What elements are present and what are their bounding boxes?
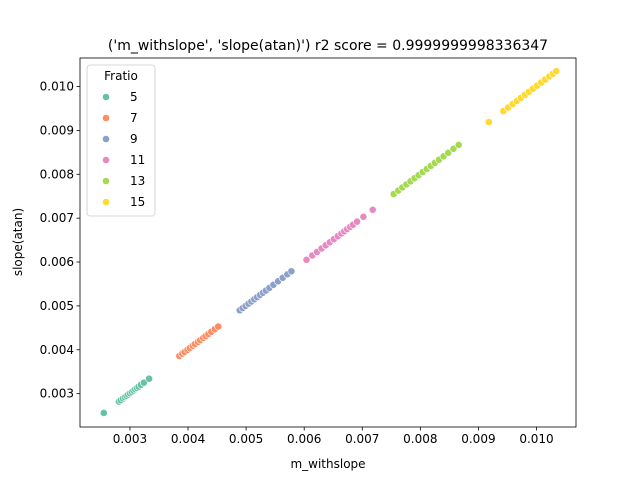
legend-marker [102, 135, 110, 143]
y-tick-label: 0.006 [40, 255, 74, 269]
legend-marker [102, 114, 110, 122]
x-tick-label: 0.006 [287, 432, 321, 446]
data-point [359, 212, 368, 221]
legend-items: 5 7 9 11 13 15 [102, 90, 145, 209]
data-point [353, 217, 361, 226]
legend-label: 13 [130, 174, 145, 188]
x-tick-label: 0.004 [171, 432, 205, 446]
x-tick-label: 0.010 [519, 432, 553, 446]
legend-title: Fratio [104, 69, 138, 83]
x-tick-label: 0.005 [229, 432, 263, 446]
y-tick-label: 0.010 [40, 80, 74, 94]
data-point [454, 140, 463, 149]
y-axis-label: slope(atan) [11, 208, 25, 276]
y-tick-label: 0.005 [40, 299, 74, 313]
x-tick-label: 0.007 [345, 432, 379, 446]
x-axis-ticks: 0.003 0.004 0.005 0.006 0.007 0.008 0.009 0.010 [113, 427, 554, 446]
chart-title: ('m_withslope', 'slope(atan)') r2 score … [108, 38, 548, 54]
legend-label: 5 [130, 90, 138, 104]
y-tick-label: 0.008 [40, 167, 74, 181]
legend-marker [102, 177, 110, 185]
data-point [99, 409, 108, 417]
x-axis-label: m_withslope [290, 457, 365, 471]
legend-box [86, 64, 156, 217]
y-tick-label: 0.007 [40, 211, 74, 225]
legend-marker [102, 198, 110, 206]
y-tick-label: 0.004 [40, 343, 74, 357]
data-point [368, 205, 377, 214]
x-tick-label: 0.009 [461, 432, 495, 446]
x-tick-label: 0.003 [113, 432, 147, 446]
legend-label: 15 [130, 195, 145, 209]
data-point [552, 67, 561, 76]
data-point [449, 144, 458, 153]
legend-marker [102, 93, 110, 101]
y-axis-ticks: 0.003 0.004 0.005 0.006 0.007 0.008 0.009 0.010 [40, 80, 80, 401]
data-point [484, 118, 493, 126]
legend-label: 11 [130, 153, 145, 167]
data-point [302, 255, 311, 264]
data-point [444, 148, 453, 157]
y-tick-label: 0.003 [40, 387, 74, 401]
data-point [145, 374, 154, 383]
x-tick-label: 0.008 [403, 432, 437, 446]
legend-marker [102, 156, 110, 164]
data-point [214, 322, 223, 331]
y-tick-label: 0.009 [40, 123, 74, 137]
data-points [99, 67, 561, 417]
legend-label: 9 [130, 132, 138, 146]
data-point [287, 267, 296, 276]
data-point [139, 378, 148, 387]
legend-label: 7 [130, 111, 138, 125]
legend: Fratio 5 7 9 11 13 15 [86, 64, 156, 217]
